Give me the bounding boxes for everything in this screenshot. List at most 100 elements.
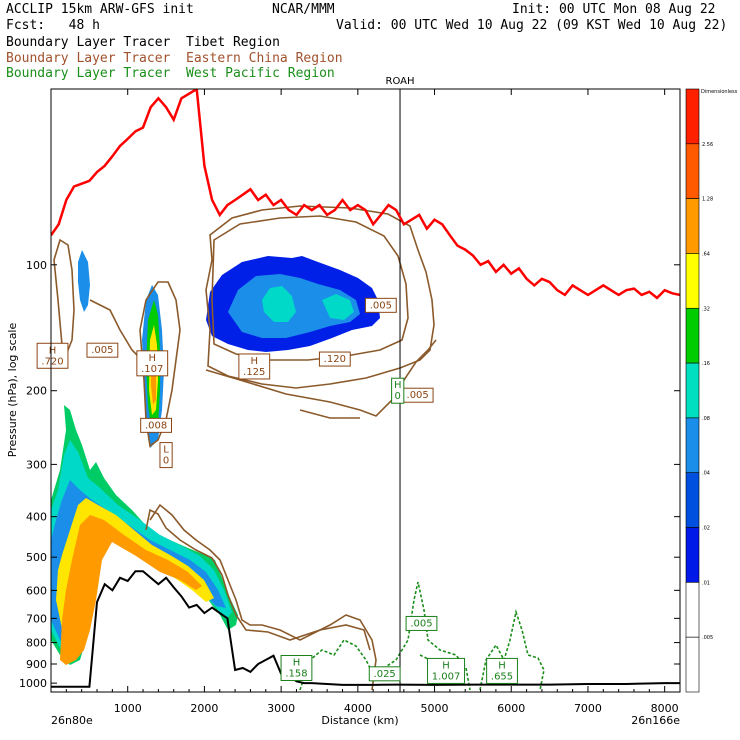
contour-label: .120: [318, 351, 351, 367]
contour-label: H1.007: [427, 657, 466, 684]
y-tick-label: 700: [26, 612, 47, 625]
contour-label: H.125: [238, 353, 271, 380]
legend-eastern-china: Boundary Layer Tracer Eastern China Regi…: [6, 51, 343, 66]
y-tick-label: 800: [26, 637, 47, 650]
contour-label-box: [140, 417, 172, 433]
contour-label-text: 1.007: [432, 671, 461, 682]
brown-contour-left: [53, 238, 75, 358]
colorbar-segment: [685, 527, 700, 583]
tibet-tracer-fill-orange: [60, 515, 202, 665]
roah-marker-label: ROAH: [386, 76, 415, 87]
contour-label-text: .107: [141, 364, 163, 375]
contour-label-box: [86, 342, 119, 358]
green-contour-2: [479, 608, 545, 691]
y-tick-label: 300: [26, 458, 47, 471]
colorbar-segment: [685, 143, 700, 199]
colorbar-label: 2.56: [702, 142, 713, 148]
y-tick-label: 200: [26, 385, 47, 398]
colorbar-segment: [685, 362, 700, 419]
contour-label-box: [405, 615, 438, 631]
colorbar-segment: [685, 417, 700, 474]
contour-label-text: H: [293, 657, 301, 668]
contour-label-box: [427, 657, 466, 684]
contour-label-box: [159, 442, 173, 469]
contour-label-box: [486, 657, 518, 684]
contour-label: L0: [159, 442, 173, 469]
x-tick-label: 5000: [421, 702, 449, 715]
upper-tracer-fill-cyan-2: [322, 294, 354, 320]
contour-label-box: [391, 377, 405, 404]
legend-west-pacific: Boundary Layer Tracer West Pacific Regio…: [6, 66, 335, 81]
upper-tracer-fill-cyan: [262, 286, 296, 322]
contour-label-text: L: [163, 445, 169, 456]
contour-label-box: [368, 666, 401, 682]
x-tick-label: 7000: [574, 702, 602, 715]
contour-label-text: 0: [163, 456, 169, 467]
contour-label-text: H: [394, 380, 402, 391]
y-tick-label: 400: [26, 511, 47, 524]
y-tick-label: 1000: [19, 677, 47, 690]
brown-contour-outer: [205, 205, 435, 389]
contour-label-text: H: [442, 660, 450, 671]
contour-label-text: .005: [370, 300, 392, 311]
contour-label-text: 0: [395, 391, 401, 402]
contour-label-text: .008: [145, 420, 167, 431]
contour-label-text: .125: [243, 367, 265, 378]
brown-contour-mountain-2: [145, 508, 371, 651]
colorbar-segment: [685, 253, 700, 309]
y-axis-title: Pressure (hPa), log scale: [6, 323, 19, 458]
contour-label: .025: [368, 666, 401, 682]
contour-label-text: .005: [410, 618, 432, 629]
contour-label-text: .005: [407, 390, 429, 401]
legend-tibet: Boundary Layer Tracer Tibet Region: [6, 35, 280, 50]
y-tick-label: 900: [26, 658, 47, 671]
colorbar-label: .32: [702, 306, 710, 312]
y-tick-label: 500: [26, 551, 47, 564]
end-location-label: 26n166e: [631, 714, 680, 727]
small-tracer-dot: [296, 260, 304, 272]
contour-label: H.720: [36, 342, 69, 369]
contour-label: .005: [401, 387, 434, 403]
contour-label: .005: [364, 297, 397, 313]
contour-label-text: .720: [41, 356, 63, 367]
contour-label: H.158: [280, 654, 313, 681]
brown-contour-lower: [205, 339, 437, 419]
contour-label-box: [136, 350, 169, 377]
colorbar-title: Dimensionless: [701, 89, 738, 95]
contour-label-text: H: [148, 353, 156, 364]
colorbar-label: 1.28: [702, 197, 713, 203]
colorbar-segment: [685, 307, 700, 364]
colorbar-label: .64: [702, 251, 710, 257]
brown-contour-spike: [139, 281, 181, 448]
y-axis-ticks: 100 200 300 400 500 600 700 800 900 1000: [19, 259, 680, 690]
green-contour-1: [299, 581, 471, 691]
contour-label-text: .120: [324, 354, 346, 365]
small-tracer-blob: [78, 250, 90, 312]
contour-label: H0: [391, 377, 405, 404]
contour-label-text: .005: [91, 345, 113, 356]
contour-label-box: [280, 654, 313, 681]
contour-label-box: [238, 353, 271, 380]
colorbar-label: .04: [702, 471, 710, 477]
contour-label-box: [36, 342, 69, 369]
y-tick-label: 100: [26, 259, 47, 272]
contour-label: H.107: [136, 350, 169, 377]
colorbar-segment: [685, 472, 700, 528]
contour-label-text: .655: [491, 671, 513, 682]
brown-contour-inner: [211, 215, 409, 361]
colorbar-label: .02: [702, 526, 710, 532]
contour-label: .005: [86, 342, 119, 358]
colorbar-segment: [685, 88, 700, 145]
x-tick-label: 6000: [497, 702, 525, 715]
colorbar-segment: [685, 582, 700, 638]
x-axis-ticks: 1000 2000 3000 4000 5000 6000 7000 8000: [65, 89, 679, 715]
contour-label: .008: [140, 417, 172, 433]
terrain-line: [51, 570, 680, 688]
x-tick-label: 4000: [344, 702, 372, 715]
y-tick-label: 600: [26, 584, 47, 597]
org-title: NCAR/MMM: [272, 2, 335, 17]
valid-time: Valid: 00 UTC Wed 10 Aug 22 (09 KST Wed …: [336, 18, 728, 33]
contour-label-box: [364, 297, 397, 313]
colorbar-segment: [685, 636, 700, 693]
